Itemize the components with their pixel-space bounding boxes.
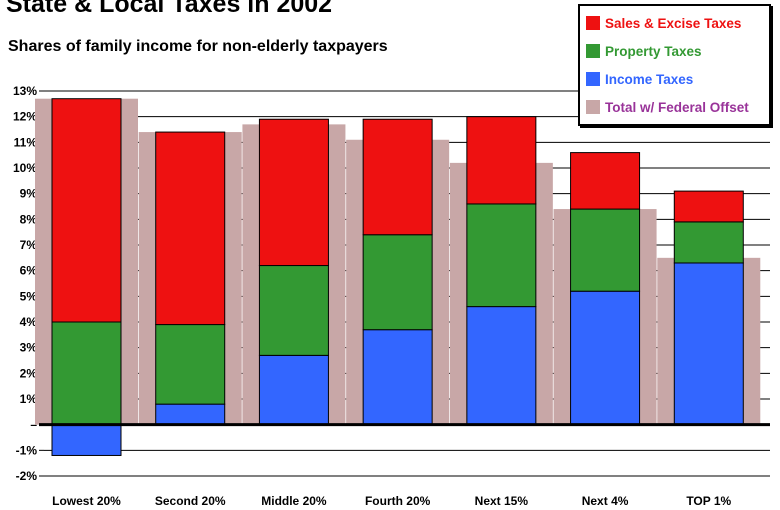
bar-income-taxes-lowest-20 — [51, 424, 122, 456]
bar-property-taxes-next-4 — [570, 208, 641, 292]
legend-swatch-federal-offset — [586, 100, 600, 114]
x-tick-label: Second 20% — [155, 494, 226, 508]
y-tick-label: 11% — [14, 135, 38, 149]
x-tick-label: Lowest 20% — [52, 494, 121, 508]
legend-item-federal-offset: Total w/ Federal Offset — [586, 97, 749, 117]
chart-legend: Sales & Excise Taxes Property Taxes Inco… — [578, 4, 771, 126]
legend-item-property: Property Taxes — [586, 41, 702, 61]
legend-label-federal-offset: Total w/ Federal Offset — [605, 99, 749, 115]
legend-label-property: Property Taxes — [605, 43, 702, 59]
chart-subtitle: Shares of family income for non-elderly … — [8, 38, 388, 55]
bar-sales-excise-taxes-next-15 — [466, 116, 537, 205]
bar-property-taxes-fourth-20 — [362, 234, 433, 331]
x-tick-label: TOP 1% — [686, 494, 731, 508]
x-tick-label: Next 15% — [475, 494, 529, 508]
y-tick-label: -1% — [16, 443, 38, 457]
bar-income-taxes-second-20 — [155, 403, 226, 426]
y-tick-label: 3% — [20, 341, 38, 355]
bar-property-taxes-top-1 — [673, 221, 744, 264]
legend-label-income: Income Taxes — [605, 71, 694, 87]
y-tick-label: 5% — [20, 289, 38, 303]
y-tick-label: -2% — [16, 469, 38, 483]
bar-sales-excise-taxes-top-1 — [673, 190, 744, 223]
legend-swatch-property — [586, 44, 600, 58]
bar-income-taxes-middle-20 — [258, 354, 329, 426]
bar-property-taxes-middle-20 — [258, 265, 329, 356]
legend-label-sales: Sales & Excise Taxes — [605, 15, 742, 31]
y-tick-label: 7% — [20, 238, 38, 252]
bar-sales-excise-taxes-second-20 — [155, 131, 226, 326]
bar-sales-excise-taxes-middle-20 — [258, 118, 329, 267]
y-tick-label: 6% — [20, 264, 38, 278]
bar-property-taxes-lowest-20 — [51, 321, 122, 426]
y-tick-label: – — [30, 418, 37, 432]
legend-swatch-income — [586, 72, 600, 86]
legend-swatch-sales — [586, 16, 600, 30]
bar-sales-excise-taxes-fourth-20 — [362, 118, 433, 236]
legend-item-sales: Sales & Excise Taxes — [586, 13, 741, 33]
bar-income-taxes-next-15 — [466, 306, 537, 426]
y-tick-label: 8% — [20, 212, 38, 226]
x-tick-label: Fourth 20% — [365, 494, 431, 508]
y-tick-label: 4% — [20, 315, 38, 329]
x-tick-label: Middle 20% — [261, 494, 327, 508]
bar-property-taxes-second-20 — [155, 324, 226, 405]
bar-sales-excise-taxes-next-4 — [570, 152, 641, 210]
legend-item-income: Income Taxes — [586, 69, 693, 89]
y-tick-label: 12% — [13, 110, 37, 124]
bar-income-taxes-fourth-20 — [362, 329, 433, 426]
bar-income-taxes-top-1 — [673, 262, 744, 426]
y-tick-label: 1% — [20, 392, 38, 406]
chart-title: State & Local Taxes in 2002 — [6, 0, 333, 18]
y-tick-label: 13% — [13, 84, 37, 98]
x-tick-label: Next 4% — [582, 494, 629, 508]
bar-sales-excise-taxes-lowest-20 — [51, 98, 122, 323]
y-tick-label: 10% — [13, 161, 37, 175]
y-tick-label: 9% — [20, 187, 38, 201]
bar-income-taxes-next-4 — [570, 290, 641, 426]
bar-property-taxes-next-15 — [466, 203, 537, 308]
y-tick-label: 2% — [20, 366, 38, 380]
